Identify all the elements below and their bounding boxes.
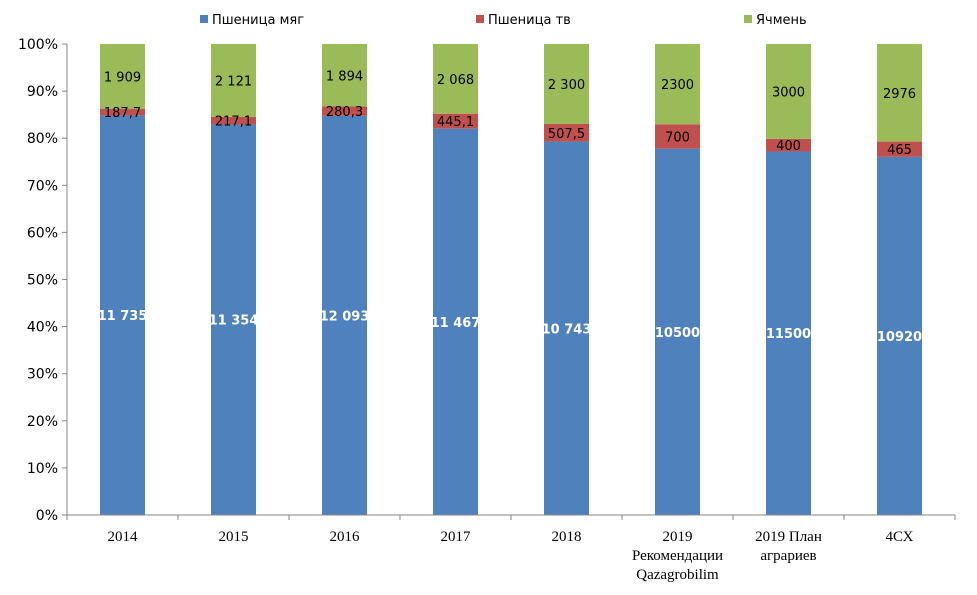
bar-segment [655, 44, 700, 125]
data-label: 2 121 [215, 74, 252, 89]
data-label: 11 467 [431, 316, 481, 331]
data-label: 400 [776, 139, 801, 154]
y-tick-label: 30% [27, 367, 58, 383]
bar-segment [877, 141, 922, 157]
data-label: 2300 [661, 78, 694, 93]
data-label: 11500 [766, 327, 811, 342]
data-label: 700 [665, 130, 690, 145]
bar-segment [433, 44, 478, 114]
bar-segment [433, 128, 478, 515]
bar-segment [211, 116, 256, 125]
bar-segment [211, 124, 256, 515]
data-label: 507,5 [548, 127, 585, 142]
data-label: 1 894 [326, 69, 363, 84]
bar-segment [766, 151, 811, 516]
y-tick-label: 40% [27, 320, 58, 336]
y-tick-label: 70% [27, 178, 58, 194]
data-label: 12 093 [320, 309, 370, 324]
data-label: 10 743 [542, 322, 592, 337]
legend-swatch-2 [744, 15, 752, 23]
y-tick-label: 50% [27, 273, 58, 289]
legend: Пшеница мяг Пшеница тв Ячмень [200, 13, 807, 28]
data-label: 1 909 [104, 71, 141, 86]
x-tick-label: 2017 [441, 529, 472, 545]
y-axis: 0% 10% 20% 30% 40% 50% 60% 70% 80% 90% 100% [18, 37, 68, 524]
bar-segment [211, 44, 256, 117]
y-tick-label: 80% [27, 131, 58, 147]
legend-label-1: Пшеница тв [488, 13, 571, 28]
bar-segment [322, 44, 367, 107]
bar-segment [655, 148, 700, 515]
x-tick-label: 2015 [219, 529, 249, 545]
data-label: 10500 [655, 326, 700, 341]
data-label: 280,3 [326, 105, 363, 120]
data-label: 187,7 [104, 106, 141, 121]
bar-segment [544, 44, 589, 124]
bars: 11 735 187,7 1 909 11 354 217,1 2 121 12 093 28… [98, 44, 922, 516]
x-tick-label: 4СХ [886, 529, 914, 545]
bar-segment [100, 109, 145, 116]
bar-segment [322, 115, 367, 515]
data-label: 11 354 [209, 314, 259, 329]
x-axis: 2014 2015 2016 2017 2018 2019 Рекомендации Qaza… [66, 514, 956, 583]
x-tick-label: 2016 [330, 529, 361, 545]
y-tick-label: 0% [36, 508, 58, 524]
bar-segment [544, 123, 589, 142]
data-label: 465 [887, 143, 912, 158]
bar-segment [877, 44, 922, 142]
legend-swatch-1 [476, 15, 484, 23]
data-label: 2976 [883, 87, 916, 102]
x-tick-label: 2019 План аграриев [755, 529, 822, 564]
bar-segment [766, 138, 811, 152]
data-label: 10920 [877, 330, 922, 345]
data-label: 3000 [772, 85, 805, 100]
data-label: 217,1 [215, 115, 252, 130]
data-label: 2 300 [548, 78, 585, 93]
y-tick-label: 90% [27, 84, 58, 100]
bar-segment [877, 156, 922, 515]
bar-segment [100, 44, 145, 110]
x-tick-label: 2019 Рекомендации Qazagrobilim [632, 529, 723, 583]
x-tick-label: 2014 [108, 529, 139, 545]
y-tick-label: 10% [27, 461, 58, 477]
bar-segment [655, 124, 700, 149]
legend-label-0: Пшеница мяг [212, 13, 304, 28]
y-tick-label: 20% [27, 414, 58, 430]
bar-segment [766, 44, 811, 139]
bar-segment [433, 113, 478, 129]
data-label: 11 735 [98, 309, 148, 324]
y-tick-label: 60% [27, 225, 58, 241]
legend-label-2: Ячмень [756, 13, 807, 28]
bar-segment [322, 106, 367, 116]
legend-swatch-0 [200, 15, 208, 23]
data-label: 445,1 [437, 115, 474, 130]
bar-segment [544, 141, 589, 515]
y-tick-label: 100% [18, 37, 58, 53]
data-label: 2 068 [437, 73, 474, 88]
bar-segment [100, 115, 145, 515]
x-tick-label: 2018 [552, 529, 582, 545]
